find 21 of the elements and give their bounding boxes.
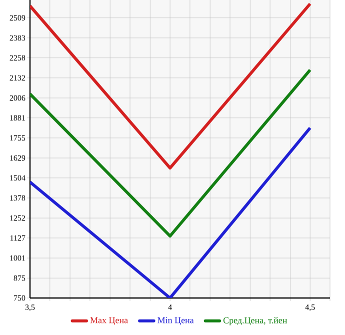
y-tick-label: 2509: [10, 15, 26, 21]
y-tick-label: 1001: [10, 255, 25, 261]
legend-label: Сред.Цена, т.йен: [223, 317, 288, 326]
y-tick-label: 2006: [10, 95, 26, 101]
y-tick-label: 2383: [10, 35, 26, 41]
y-tick-label: 1127: [10, 235, 26, 241]
y-tick-label: 875: [14, 275, 26, 281]
y-tick-label: 1881: [10, 115, 25, 121]
x-tick-label: 4: [168, 304, 172, 310]
y-tick-label: 1755: [10, 135, 26, 141]
y-tick-label: 1629: [10, 155, 26, 161]
legend-label: Max Цена: [90, 317, 128, 326]
x-tick-label: 4,5: [305, 304, 315, 312]
y-tick-label: 1252: [10, 215, 26, 221]
x-tick-label: 3,5: [25, 304, 35, 312]
y-tick-label: 2258: [10, 55, 26, 61]
y-tick-label: 2132: [10, 75, 26, 81]
legend-label: Min Цена: [158, 317, 194, 326]
y-tick-label: 750: [14, 295, 26, 301]
y-tick-label: 1378: [10, 195, 26, 201]
y-tick-label: 1504: [10, 175, 26, 181]
